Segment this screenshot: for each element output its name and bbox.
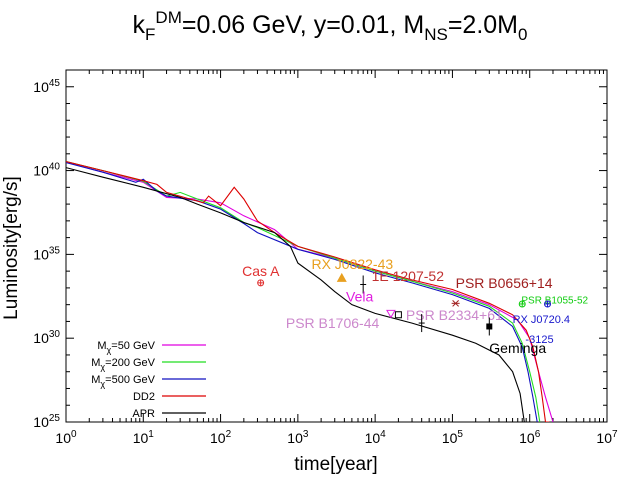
series-line-3 xyxy=(66,160,550,422)
annotation-label: RX J0720.4 xyxy=(513,314,570,326)
x-tick-label: 102 xyxy=(210,429,232,446)
title-k-val: =0.06 GeV, y=0.01, M xyxy=(182,11,424,39)
annotation-label: PSR B2334+61 xyxy=(406,307,503,323)
legend-label-post: =50 GeV xyxy=(111,340,155,352)
y-tick-label: 1030 xyxy=(33,329,60,346)
series-layer xyxy=(66,160,554,422)
legend-label-post: =500 GeV xyxy=(105,374,156,386)
x-tick-base: 10 xyxy=(287,430,303,446)
annotation-label: PSR B1055-52 xyxy=(521,295,588,306)
x-tick-base: 10 xyxy=(519,430,535,446)
x-tick-base: 10 xyxy=(596,430,612,446)
legend-label-post: =200 GeV xyxy=(105,357,156,369)
annotation-label: 1E 1207-52 xyxy=(372,268,445,284)
title-m-sub: NS xyxy=(424,25,448,44)
legend-label-pre: M xyxy=(97,340,106,352)
x-tick-base: 10 xyxy=(442,430,458,446)
title-k-sub: F xyxy=(145,25,155,44)
annotation-label: PSR B0656+14 xyxy=(456,275,553,291)
legend-label-1: Mχ=200 GeV xyxy=(91,357,155,372)
y-tick-label: 1035 xyxy=(33,245,60,262)
title-m-val: =2.0M xyxy=(448,11,518,39)
y-tick-label: 1045 xyxy=(33,78,60,95)
annotation-label: Vela xyxy=(346,289,373,305)
annotation-label: Geminga xyxy=(489,340,546,356)
x-tick-exp: 0 xyxy=(71,429,77,440)
annotation-marker xyxy=(394,311,402,319)
series-line-2 xyxy=(66,162,538,422)
annotation-marker xyxy=(386,309,396,319)
y-tick-exp: 30 xyxy=(49,329,61,340)
x-tick-exp: 3 xyxy=(303,429,309,440)
axis-tick-labels: 100 101 102 103 104 105 106 1071025103010351040… xyxy=(33,78,618,446)
annotation-label: Cas A xyxy=(242,263,280,279)
x-tick-base: 10 xyxy=(210,430,226,446)
y-tick-exp: 25 xyxy=(49,413,61,424)
x-tick-exp: 1 xyxy=(148,429,154,440)
x-tick-exp: 4 xyxy=(380,429,386,440)
x-tick-base: 10 xyxy=(365,430,381,446)
x-tick-label: 107 xyxy=(596,429,618,446)
x-tick-base: 10 xyxy=(133,430,149,446)
x-axis-label: time[year] xyxy=(294,454,377,475)
title-m0-sub: 0 xyxy=(518,25,527,44)
x-tick-label: 103 xyxy=(287,429,309,446)
annotation-marker xyxy=(486,323,493,330)
annotation-marker xyxy=(336,272,347,282)
x-tick-base: 10 xyxy=(55,430,71,446)
x-tick-exp: 2 xyxy=(226,429,232,440)
series-line-4 xyxy=(66,167,527,422)
legend-label-sub: χ xyxy=(100,362,105,372)
legend-label-3: DD2 xyxy=(133,391,155,403)
annotation-label: PSR B1706-44 xyxy=(286,315,380,331)
annotation-label: RX J0822-43 xyxy=(311,256,393,272)
x-tick-exp: 6 xyxy=(535,429,541,440)
legend-label-sub: χ xyxy=(100,379,105,389)
y-tick-exp: 40 xyxy=(49,162,61,173)
legend-label-sub: χ xyxy=(107,345,112,355)
chart-title: kFDM=0.06 GeV, y=0.01, MNS=2.0M0 xyxy=(133,8,528,44)
legend-label-pre: M xyxy=(91,357,100,369)
y-tick-exp: 45 xyxy=(49,78,61,89)
legend-label-4: APR xyxy=(132,408,155,420)
y-tick-exp: 35 xyxy=(49,245,61,256)
title-k: k xyxy=(133,11,146,39)
x-tick-label: 104 xyxy=(365,429,387,446)
plot-frame xyxy=(65,69,608,423)
legend-label-0: Mχ=50 GeV xyxy=(97,340,155,355)
x-tick-label: 105 xyxy=(442,429,464,446)
y-tick-base: 10 xyxy=(33,163,49,179)
y-tick-label: 1040 xyxy=(33,162,60,179)
y-tick-base: 10 xyxy=(33,330,49,346)
x-tick-label: 101 xyxy=(133,429,155,446)
y-tick-base: 10 xyxy=(33,246,49,262)
x-tick-exp: 5 xyxy=(457,429,463,440)
y-tick-base: 10 xyxy=(33,414,49,430)
legend-label-2: Mχ=500 GeV xyxy=(91,374,155,389)
title-k-sup: DM xyxy=(155,8,181,27)
x-tick-label: 100 xyxy=(55,429,77,446)
x-tick-exp: 7 xyxy=(612,429,618,440)
legend-label-pre: M xyxy=(91,374,100,386)
x-tick-label: 106 xyxy=(519,429,541,446)
axis-ticks xyxy=(65,70,607,423)
annotation-label: -3125 xyxy=(525,334,553,346)
y-axis-label: Luminosity[erg/s] xyxy=(1,176,22,320)
y-tick-label: 1025 xyxy=(33,413,60,430)
y-tick-base: 10 xyxy=(33,79,49,95)
